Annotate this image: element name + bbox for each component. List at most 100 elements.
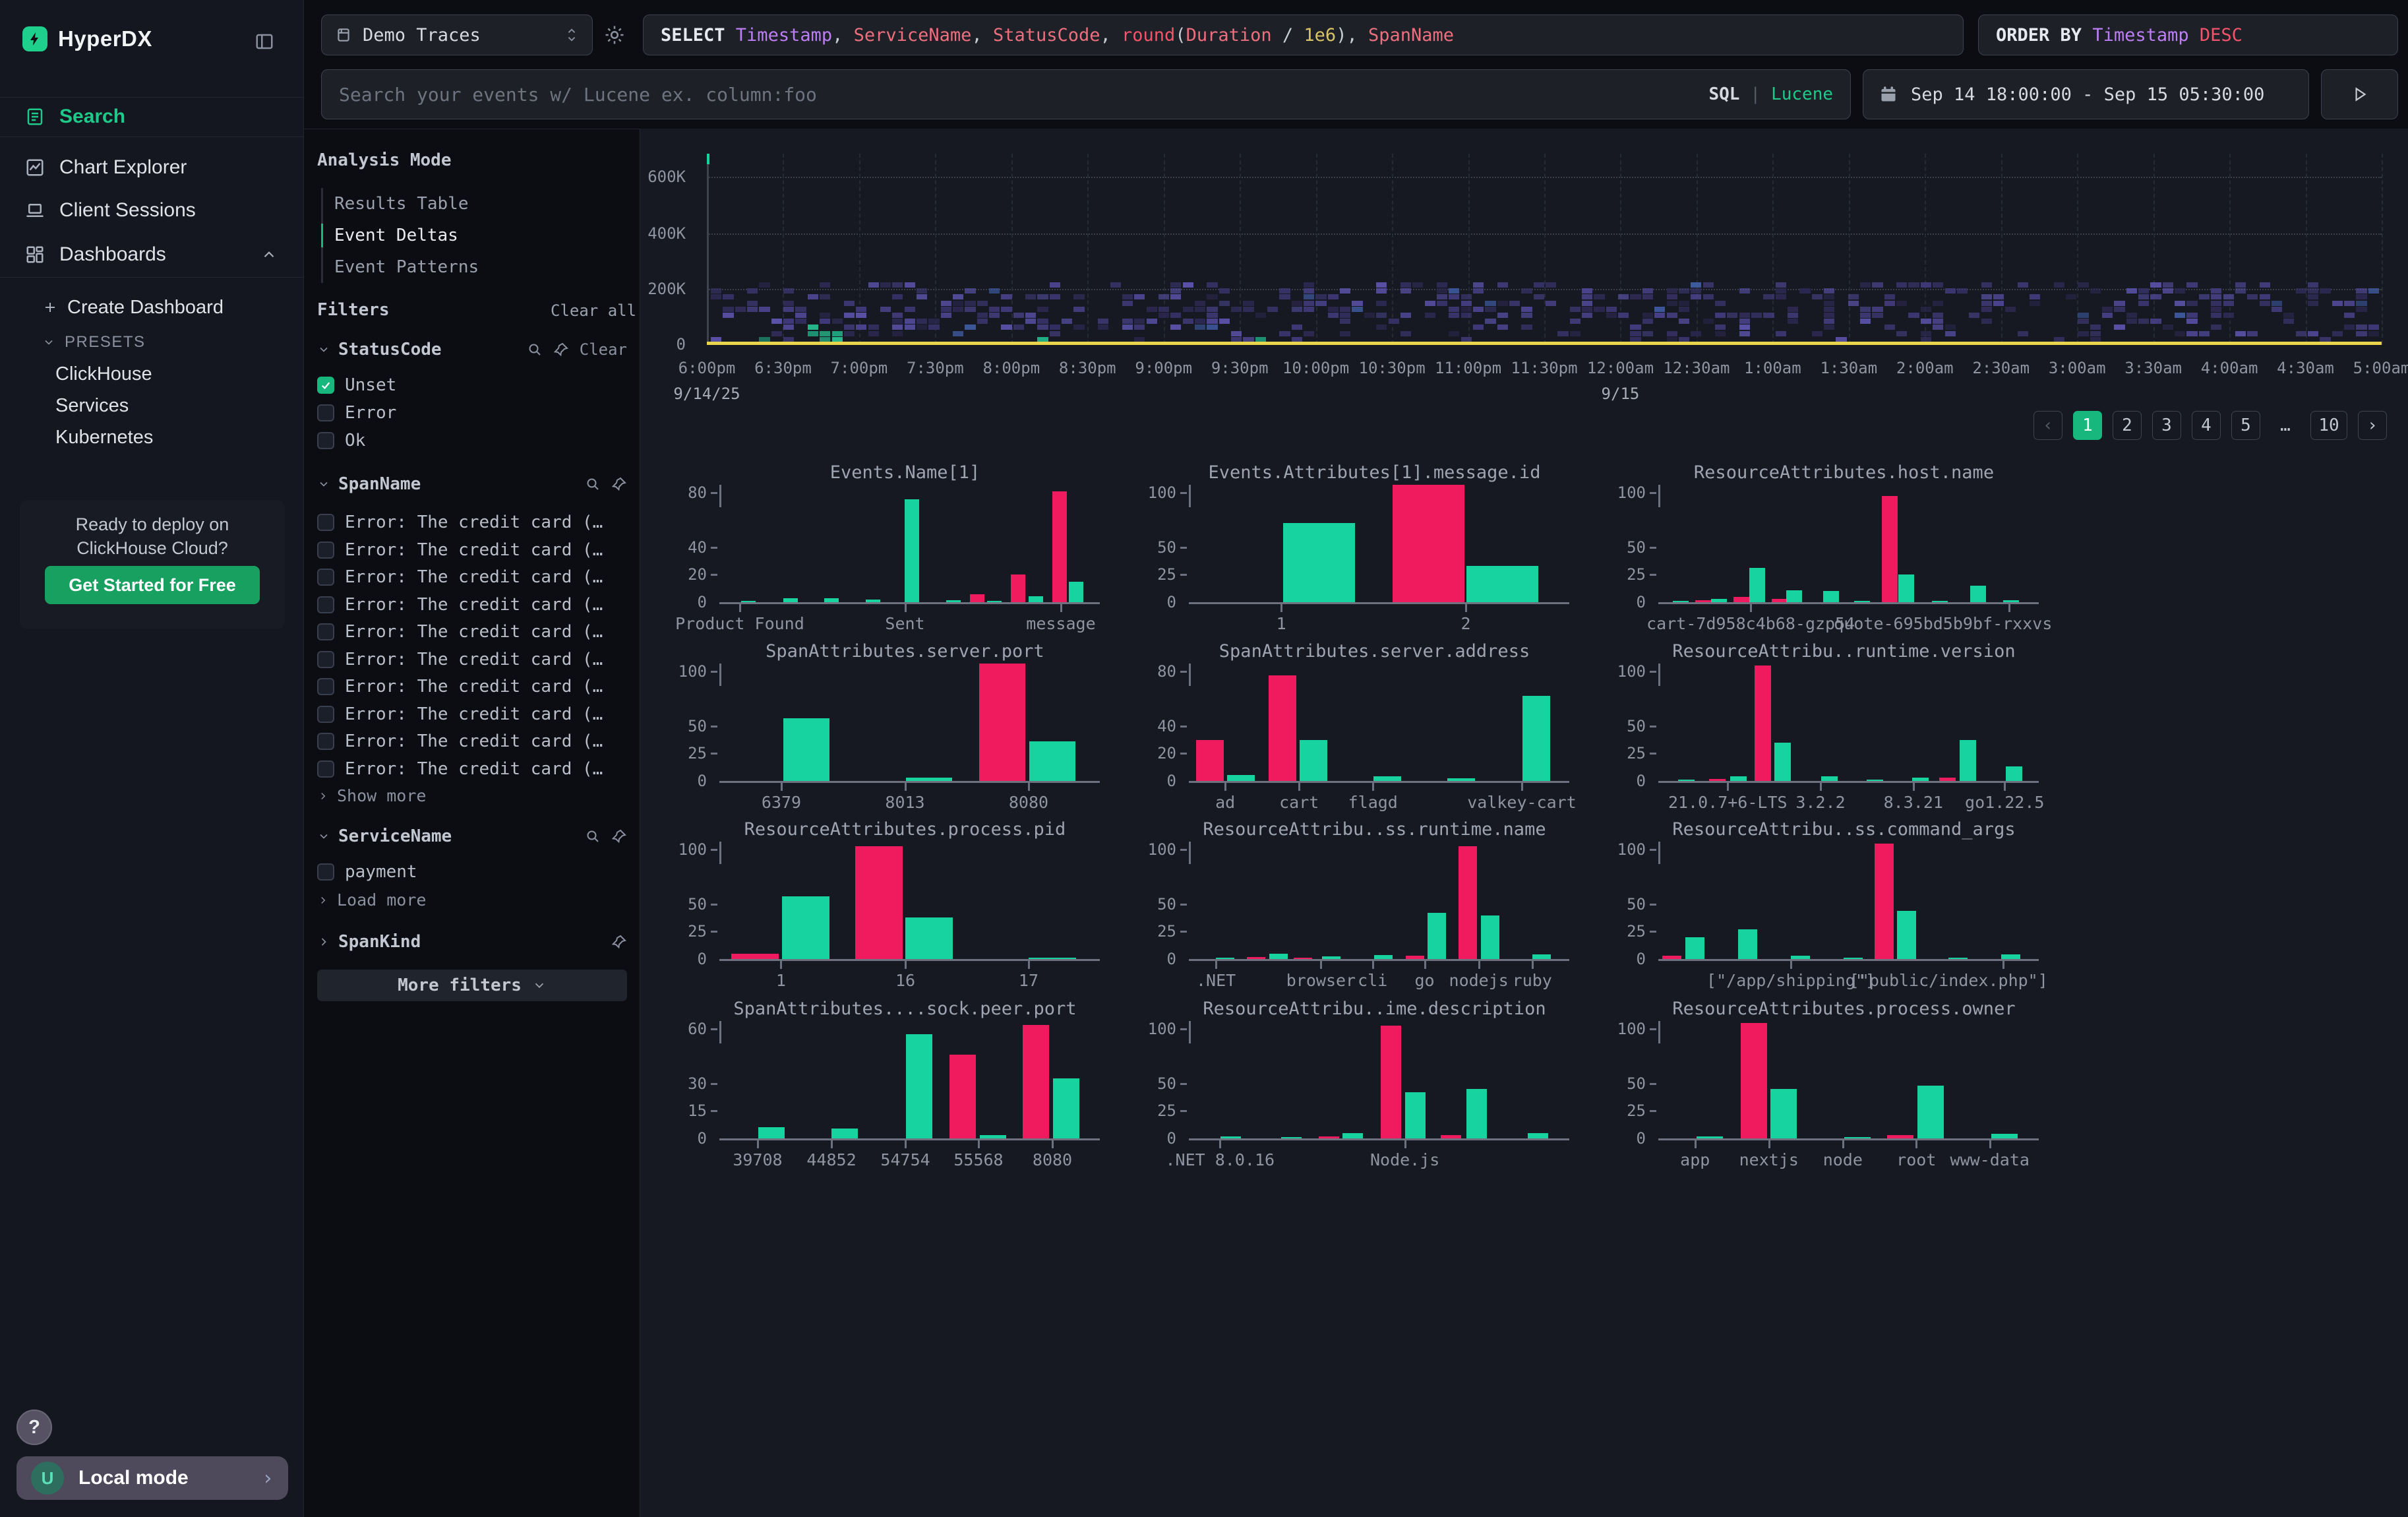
heatmap-cell <box>2332 300 2343 306</box>
help-button[interactable]: ? <box>16 1409 52 1445</box>
chevron-right-icon: › <box>261 1466 274 1490</box>
create-dashboard-button[interactable]: Create Dashboard <box>0 292 304 323</box>
lucene-mode-toggle[interactable]: Lucene <box>1771 84 1833 104</box>
checkbox[interactable] <box>317 733 334 750</box>
checkbox-label: Error: The credit card (… <box>345 677 603 697</box>
statuscode-option-error[interactable]: Error <box>317 400 627 426</box>
heatmap-cell <box>1944 325 1956 330</box>
checkbox[interactable] <box>317 514 334 531</box>
spanname-option[interactable]: Error: The credit card (… <box>317 728 627 755</box>
sidebar-item-search[interactable]: Search <box>0 100 304 134</box>
get-started-button[interactable]: Get Started for Free <box>45 566 260 604</box>
sql-select-editor[interactable]: SELECT Timestamp, ServiceName, StatusCod… <box>643 15 1964 55</box>
page-button-5[interactable]: 5 <box>2231 411 2260 440</box>
chevron-up-icon[interactable] <box>260 246 278 263</box>
pin-icon[interactable] <box>553 342 569 357</box>
sidebar-item-services[interactable]: Services <box>55 394 129 416</box>
time-range-picker[interactable]: Sep 14 18:00:00 - Sep 15 05:30:00 <box>1863 69 2309 119</box>
more-filters-button[interactable]: More filters <box>317 970 627 1001</box>
spanname-option[interactable]: Error: The credit card (… <box>317 592 627 618</box>
chevron-down-icon[interactable] <box>317 830 330 843</box>
show-more-button[interactable]: Show more <box>317 786 426 805</box>
spanname-option[interactable]: Error: The credit card (… <box>317 537 627 563</box>
order-by-editor[interactable]: ORDER BY Timestamp DESC <box>1978 15 2398 55</box>
chevron-down-icon[interactable] <box>317 343 330 356</box>
clear-all-button[interactable]: Clear all <box>551 301 637 320</box>
user-menu[interactable]: U Local mode › <box>16 1456 288 1500</box>
heatmap-cell <box>1739 330 1750 336</box>
chart-ytick-label: 0 <box>697 950 707 968</box>
search-icon[interactable] <box>527 342 543 357</box>
heatmap-cell <box>1920 282 1932 288</box>
sidebar-item-chart-explorer[interactable]: Chart Explorer <box>0 150 304 185</box>
run-query-button[interactable] <box>2321 69 2398 119</box>
pin-icon[interactable] <box>611 934 627 950</box>
presets-toggle[interactable]: PRESETS <box>0 327 304 357</box>
checkbox[interactable] <box>317 596 334 613</box>
page-button-10[interactable]: 10 <box>2310 411 2347 440</box>
analysis-mode-event-deltas[interactable]: Event Deltas <box>321 220 479 251</box>
chart-ytick-label: 60 <box>688 1019 707 1038</box>
checkbox[interactable] <box>317 569 334 586</box>
checkbox[interactable] <box>317 377 334 394</box>
sidebar-item-dashboards[interactable]: Dashboards <box>0 237 304 272</box>
analysis-mode-results-table[interactable]: Results Table <box>334 194 469 214</box>
heatmap-cell <box>1400 330 1412 336</box>
sidebar-item-client-sessions[interactable]: Client Sessions <box>0 193 304 228</box>
checkbox[interactable] <box>317 623 334 640</box>
spanname-option[interactable]: Error: The credit card (… <box>317 701 627 728</box>
checkbox[interactable] <box>317 541 334 559</box>
search-icon[interactable] <box>585 828 601 844</box>
spanname-option[interactable]: Error: The credit card (… <box>317 673 627 700</box>
chart-xtick-mark <box>2008 604 2011 612</box>
sql-mode-toggle[interactable]: SQL <box>1708 84 1740 104</box>
source-select[interactable]: Demo Traces <box>321 15 593 55</box>
spanname-option[interactable]: Error: The credit card (… <box>317 756 627 782</box>
chevron-down-icon <box>42 336 55 349</box>
spanname-option[interactable]: Error: The credit card (… <box>317 509 627 536</box>
heatmap-cell <box>1739 325 1750 330</box>
prev-page-button[interactable]: ‹ <box>2033 411 2062 440</box>
analysis-mode-event-patterns[interactable]: Event Patterns <box>334 257 479 277</box>
statuscode-option-unset[interactable]: Unset <box>317 372 627 398</box>
spanname-option[interactable]: Error: The credit card (… <box>317 619 627 645</box>
checkbox[interactable] <box>317 760 334 778</box>
statuscode-option-ok[interactable]: Ok <box>317 427 627 454</box>
pin-icon[interactable] <box>611 476 627 492</box>
gear-icon[interactable] <box>603 24 626 46</box>
checkbox[interactable] <box>317 432 334 449</box>
next-page-button[interactable]: › <box>2358 411 2387 440</box>
pin-icon[interactable] <box>611 828 627 844</box>
checkbox[interactable] <box>317 650 334 668</box>
bar <box>1246 956 1265 959</box>
chart-ytick-mark <box>1650 491 1656 494</box>
page-button-4[interactable]: 4 <box>2192 411 2221 440</box>
sidebar-item-clickhouse[interactable]: ClickHouse <box>55 363 152 385</box>
checkbox[interactable] <box>317 863 334 881</box>
page-button-3[interactable]: 3 <box>2152 411 2181 440</box>
servicename-option-payment[interactable]: payment <box>317 859 627 885</box>
spanname-option[interactable]: Error: The credit card (… <box>317 646 627 673</box>
heatmap-cell <box>1533 282 1544 288</box>
checkbox[interactable] <box>317 705 334 723</box>
checkbox[interactable] <box>317 678 334 695</box>
load-more-button[interactable]: Load more <box>317 890 426 910</box>
search-icon[interactable] <box>585 476 601 492</box>
heatmap-cell <box>723 313 734 318</box>
timeline-xtick-label: 8:00pm <box>982 359 1040 377</box>
search-input[interactable] <box>322 70 1850 119</box>
page-button-2[interactable]: 2 <box>2113 411 2142 440</box>
heatmap-cell <box>1654 313 1666 318</box>
checkbox[interactable] <box>317 404 334 421</box>
page-button-1[interactable]: 1 <box>2073 411 2102 440</box>
chevron-right-icon[interactable] <box>317 935 330 948</box>
chart-ytick-label: 50 <box>688 716 707 735</box>
heatmap-cell <box>1122 325 1133 330</box>
sidebar-item-kubernetes[interactable]: Kubernetes <box>55 426 154 448</box>
heatmap-cell <box>1400 282 1412 288</box>
clear-statuscode-button[interactable]: Clear <box>579 340 627 359</box>
collapse-sidebar-icon[interactable] <box>255 32 274 51</box>
chevron-down-icon[interactable] <box>317 478 330 491</box>
spanname-option[interactable]: Error: The credit card (… <box>317 564 627 590</box>
chart-xtick-mark <box>977 1140 980 1148</box>
